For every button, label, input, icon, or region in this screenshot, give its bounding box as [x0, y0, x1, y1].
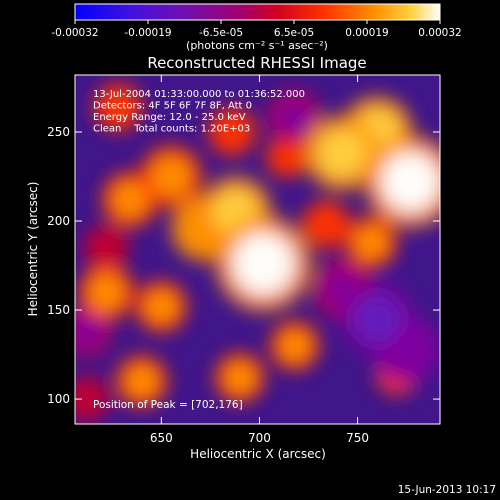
heat-source	[309, 208, 343, 241]
heat-source	[277, 328, 312, 363]
heatmap-area	[75, 75, 440, 424]
x-tick-label: 700	[248, 431, 271, 445]
colorbar-tick-label: -0.00019	[124, 27, 171, 39]
heat-source	[143, 288, 179, 325]
y-tick-label: 100	[47, 392, 70, 406]
colorbar-tick-label: 0.00032	[418, 27, 461, 39]
chart-title: Reconstructed RHESSI Image	[147, 54, 366, 72]
heat-source	[276, 99, 314, 136]
annotation-block: 13-Jul-2004 01:33:00.000 to 01:36:52.000…	[93, 89, 305, 135]
colorbar-unit-label: (photons cm⁻² s⁻¹ asec⁻²)	[186, 39, 328, 52]
heat-source	[353, 224, 389, 260]
colorbar-ticks: -0.00032 -0.00019 -6.5e-05 6.5e-05 0.00019 0.…	[51, 20, 462, 39]
x-axis-label: Heliocentric X (arcsec)	[190, 447, 326, 461]
heat-source	[75, 314, 104, 349]
colorbar	[74, 3, 441, 21]
heat-source	[87, 273, 126, 312]
heat-source	[90, 232, 122, 264]
axis-ticks: 650 700 750 100 150 200 250	[47, 75, 440, 445]
heat-source	[215, 115, 249, 149]
colorbar-tick-label: -0.00032	[51, 27, 98, 39]
plot-frame	[74, 74, 441, 425]
x-tick-label: 650	[150, 431, 173, 445]
annotation-line: 13-Jul-2004 01:33:00.000 to 01:36:52.000	[93, 89, 305, 100]
x-tick-label: 750	[346, 431, 369, 445]
heat-source	[222, 360, 257, 395]
y-tick-label: 150	[47, 303, 70, 317]
footer-timestamp: 15-Jun-2013 10:17	[398, 484, 496, 496]
y-axis-label: Heliocentric Y (arcsec)	[26, 182, 40, 317]
heat-source-core	[248, 249, 278, 279]
annotation-line: Energy Range: 12.0 - 25.0 keV	[93, 112, 246, 123]
heat-source-core	[396, 168, 425, 196]
annotation-line: Detectors: 4F 5F 6F 7F 8F, Att 0	[93, 101, 252, 112]
peak-position-label: Position of Peak = [702,176]	[93, 399, 243, 411]
heat-source	[316, 128, 368, 179]
heat-source	[111, 180, 149, 219]
y-tick-label: 200	[47, 214, 70, 228]
heat-source	[101, 90, 135, 124]
annotation-line: Clean Total counts: 1.20E+03	[93, 124, 250, 135]
colorbar-tick-label: 6.5e-05	[274, 27, 314, 39]
heat-source	[272, 142, 302, 172]
heat-source	[124, 363, 160, 399]
heat-source	[353, 295, 401, 343]
colorbar-tick-label: -6.5e-05	[199, 27, 243, 39]
y-tick-label: 250	[47, 125, 70, 139]
heat-source	[150, 155, 193, 198]
heat-source	[75, 383, 103, 415]
colorbar-tick-label: 0.00019	[345, 27, 388, 39]
